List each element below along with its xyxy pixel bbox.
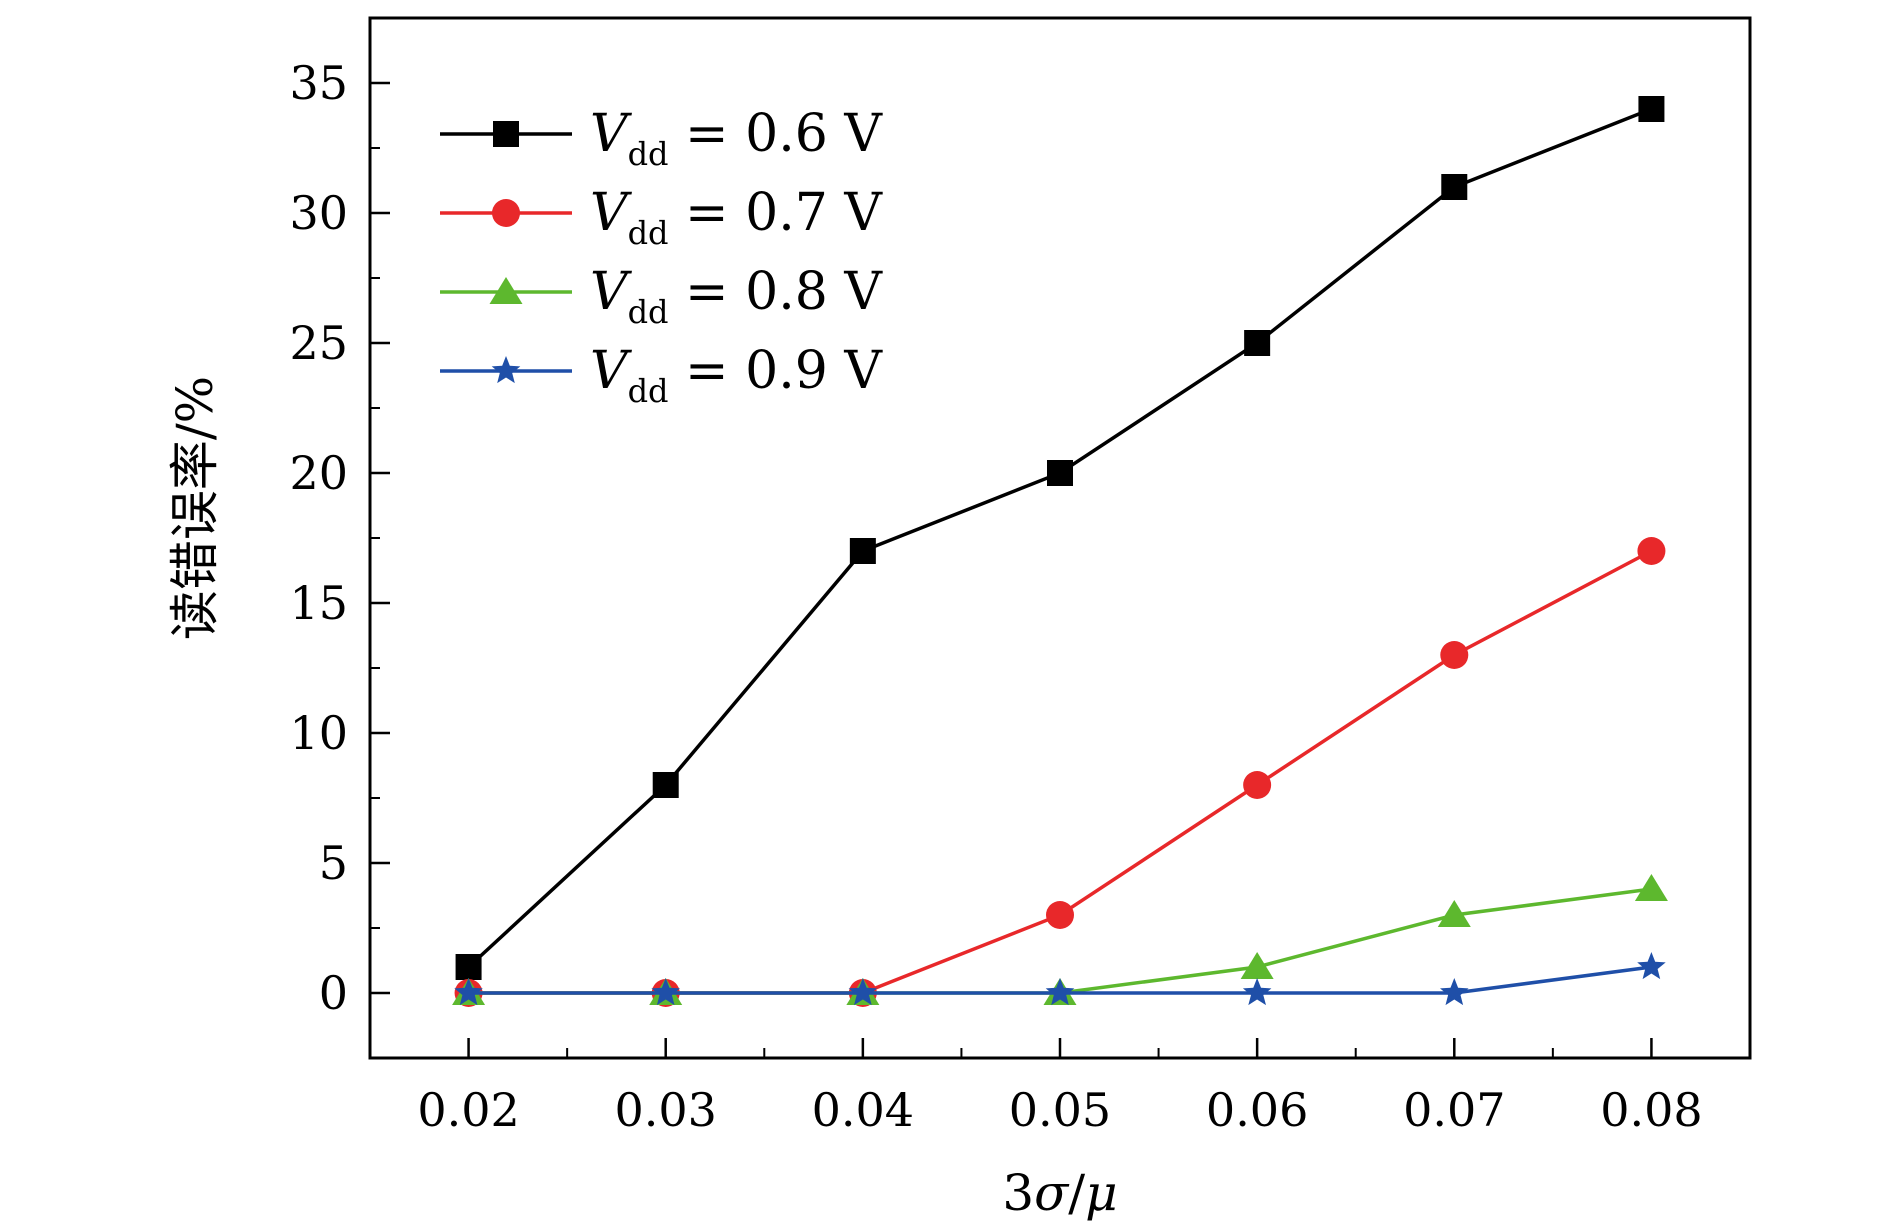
axes: 0 5 10 15 20 25 30 35 0.02 0.03 0.04 0.05 0.06 0.07 0.… [289,16,1752,1137]
legend-entry: Vdd = 0.7 V [440,183,883,252]
legend-marker [489,277,523,304]
data-point [1441,174,1468,200]
x-tick-label: 0.05 [1009,1083,1111,1137]
data-point [1638,96,1665,122]
data-point [1244,330,1271,356]
series-2 [454,537,1666,1007]
legend-marker [491,356,521,384]
y-tick-label: 10 [289,706,348,760]
y-tick-label: 20 [289,446,348,500]
x-axis-title: 3σ/μ [1002,1164,1117,1222]
legend-marker [492,199,520,227]
x-tick-label: 0.06 [1206,1083,1308,1137]
y-tick-label: 15 [289,576,348,630]
x-title-part: / [1068,1164,1085,1222]
data-point [1634,874,1668,901]
data-point [651,978,680,1006]
data-point [1240,952,1274,979]
legend-marker [493,121,519,147]
data-point [1046,901,1074,929]
series-group [452,96,1668,1007]
data-point [454,978,483,1006]
legend-label: Vdd = 0.6 V [590,104,883,173]
data-point [1437,900,1471,927]
x-tick-label: 0.07 [1403,1083,1505,1137]
data-point [849,538,876,564]
data-point [1045,978,1075,1006]
x-tick-label: 0.04 [812,1083,914,1137]
data-point [1440,641,1469,669]
data-point [652,772,679,798]
series-4 [454,952,1666,1006]
y-tick-label: 5 [319,836,348,890]
y-tick-label: 30 [289,186,348,240]
legend-entry: Vdd = 0.8 V [440,262,883,331]
y-tick-label: 35 [289,56,348,110]
data-point [455,954,482,980]
legend-entry: Vdd = 0.9 V [440,341,883,410]
data-point [848,978,878,1006]
y-axis-title: 读错误率/% [166,376,224,640]
x-title-part: σ [1034,1164,1070,1222]
data-point [1047,460,1073,486]
legend-label: Vdd = 0.7 V [590,183,883,252]
series-1 [455,96,1665,980]
legend-entry: Vdd = 0.6 V [440,104,883,173]
x-tick-label: 0.08 [1600,1083,1702,1137]
x-title-part: μ [1085,1164,1118,1222]
x-tick-label: 0.03 [615,1083,717,1137]
legend-label: Vdd = 0.9 V [590,341,883,410]
data-point [1242,978,1272,1006]
data-point [1440,978,1469,1006]
y-tick-label: 0 [319,966,348,1020]
data-point [1637,537,1666,565]
x-tick-label: 0.02 [417,1083,519,1137]
y-tick-label: 25 [289,316,348,370]
legend: Vdd = 0.6 V Vdd = 0.7 V Vdd = 0.8 V Vdd = 0… [440,104,883,410]
legend-label: Vdd = 0.8 V [590,262,883,331]
data-point [1243,771,1272,799]
x-title-part: 3 [1002,1164,1034,1222]
data-point [1637,952,1666,980]
